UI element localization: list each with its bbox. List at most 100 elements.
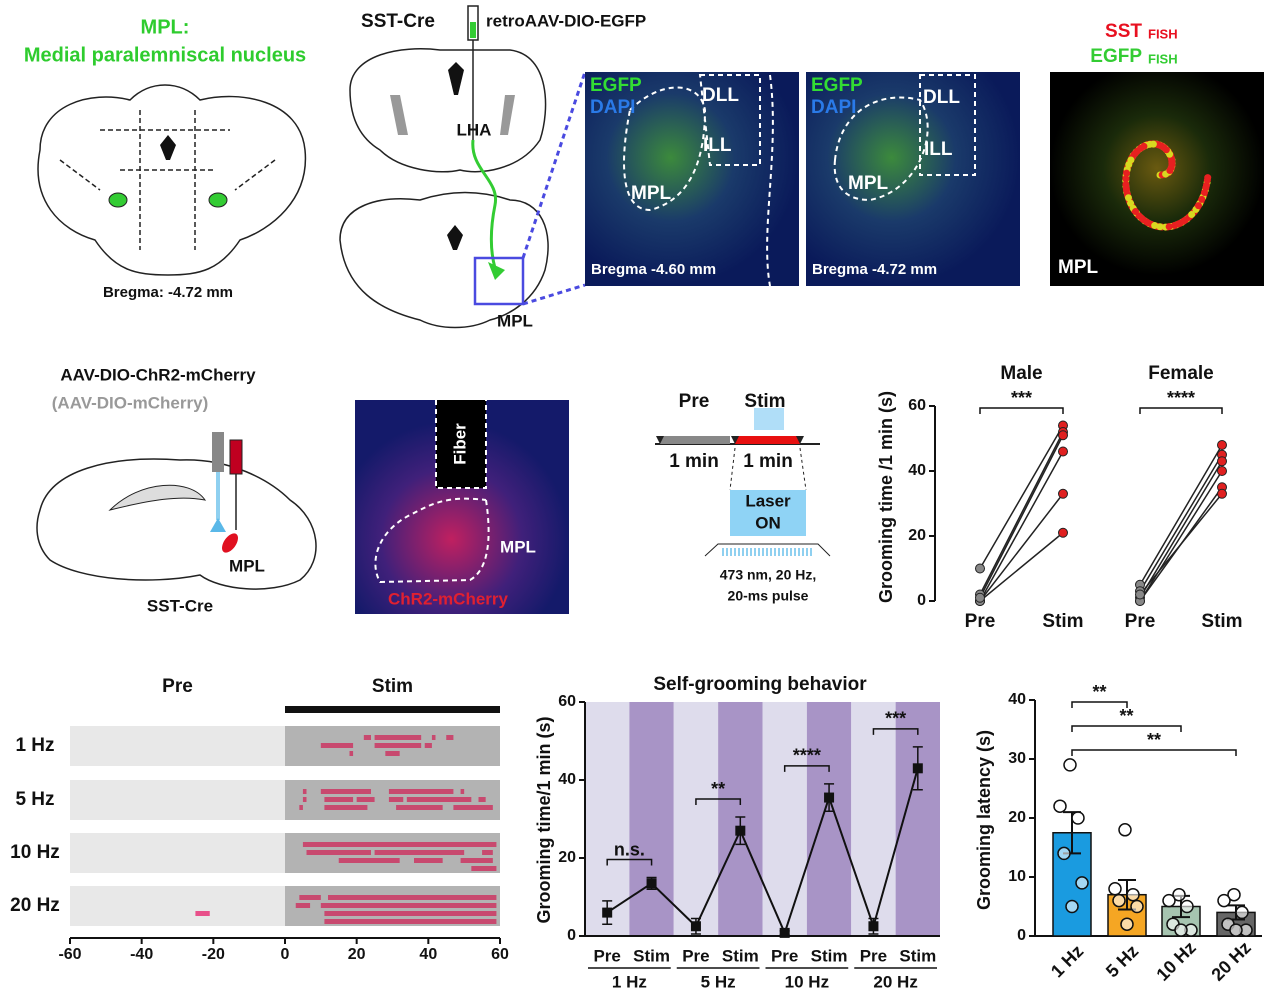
cell-decoration [1165, 223, 1173, 231]
bout [356, 797, 375, 802]
bout [324, 919, 497, 924]
group-label: Male [1000, 363, 1042, 384]
x-tick-label: 20 [348, 946, 366, 963]
significance-bracket [1139, 407, 1223, 414]
row-label: 5 Hz [15, 789, 54, 810]
point [1118, 823, 1132, 837]
pair-line [1139, 444, 1223, 586]
marker [912, 763, 923, 774]
bout [324, 911, 497, 916]
significance-bracket [695, 798, 742, 806]
bout [320, 743, 354, 748]
x-tick-label: 0 [281, 946, 290, 963]
bout [195, 911, 210, 916]
row-label: 20 Hz [10, 895, 60, 916]
charts: 0 20 40 60 Grooming time /1 min (s) Male Pre St… [10, 363, 1262, 991]
bout [363, 735, 371, 740]
x-tick-label: Pre [965, 611, 996, 632]
marker [690, 921, 701, 932]
bout [406, 797, 472, 802]
bout [302, 789, 307, 794]
image-label: ChR2-mCherry [388, 589, 509, 608]
syringe-fill [470, 22, 476, 38]
marker [602, 907, 613, 918]
significance-label: ** [711, 779, 725, 799]
bout [302, 797, 307, 802]
point [1071, 811, 1085, 825]
point [1235, 905, 1249, 920]
image-label: DLL [923, 87, 960, 108]
cell-decoration [1198, 195, 1206, 203]
y-tick-label: 60 [908, 397, 926, 414]
x-tick-label: Stim [1201, 611, 1242, 632]
dot [1058, 446, 1068, 457]
cell-decoration [1180, 217, 1188, 225]
y-tick-label: 0 [917, 592, 926, 609]
cell-decoration [1127, 199, 1135, 207]
x-tick-label: -40 [130, 946, 153, 963]
band [629, 702, 674, 936]
header-label: Stim [372, 676, 413, 697]
bout [478, 797, 486, 802]
x-tick-label: Stim [899, 946, 936, 965]
dot [1217, 488, 1227, 499]
virus-label: AAV-DIO-ChR2-mCherry [60, 365, 256, 384]
pair-line [979, 434, 1064, 599]
dot [1135, 589, 1145, 600]
cell-decoration [1188, 211, 1196, 219]
image-label: MPL [848, 173, 889, 194]
line [606, 768, 919, 936]
dot [975, 592, 985, 603]
marker [868, 921, 879, 932]
band [895, 702, 940, 936]
dot [1058, 527, 1068, 538]
duration-label: 1 min [743, 451, 793, 472]
dot [1058, 488, 1068, 499]
bout [431, 735, 436, 740]
image-label: EGFP [590, 75, 642, 96]
significance-bracket [1071, 725, 1182, 732]
bout [385, 751, 400, 756]
pair-line [1139, 493, 1223, 595]
pair-line [1139, 470, 1223, 602]
bout [460, 789, 465, 794]
group-label: 5 Hz [701, 972, 736, 991]
cell-decoration [1124, 194, 1132, 202]
cell-decoration [1123, 169, 1131, 177]
cell-decoration [1149, 140, 1157, 148]
bregma-label: Bregma -4.60 mm [591, 261, 716, 278]
point [1217, 893, 1231, 908]
pair-line [1139, 454, 1223, 592]
point [1108, 882, 1122, 896]
point [1174, 923, 1188, 937]
band [806, 702, 852, 936]
point [1112, 893, 1126, 908]
significance-bracket [606, 858, 653, 866]
band [585, 702, 630, 936]
cell-decoration [1155, 141, 1163, 149]
point [1075, 876, 1089, 890]
image-label: ILL [703, 135, 732, 156]
x-tick-label: 10 Hz [1152, 937, 1199, 984]
dot [1217, 440, 1227, 450]
group-label: 1 Hz [612, 972, 647, 991]
fish-tag: FISH [1148, 26, 1178, 41]
point [1120, 917, 1134, 931]
x-tick-label: -20 [202, 946, 225, 963]
dot [1217, 466, 1227, 476]
significance-label: **** [1167, 388, 1195, 408]
x-tick-label: Stim [1042, 611, 1083, 632]
image-label: DAPI [590, 97, 635, 118]
bout [374, 850, 465, 855]
point [1172, 887, 1186, 902]
point [1130, 899, 1144, 914]
pair-line [979, 425, 1064, 569]
bout [299, 895, 321, 900]
y-tick-label: 30 [1008, 750, 1026, 767]
bout [338, 858, 400, 863]
y-tick-label: 20 [558, 849, 576, 866]
laser-label: Laser [745, 491, 791, 510]
cell-decoration [1131, 208, 1139, 216]
chart-title: Self-grooming behavior [653, 674, 867, 695]
